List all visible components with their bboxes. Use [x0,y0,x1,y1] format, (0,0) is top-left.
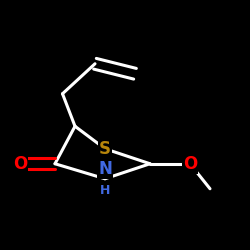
Text: H: H [100,184,110,196]
Text: N: N [98,160,112,178]
Text: S: S [99,140,111,158]
Text: O: O [183,155,197,173]
Text: O: O [13,155,27,173]
